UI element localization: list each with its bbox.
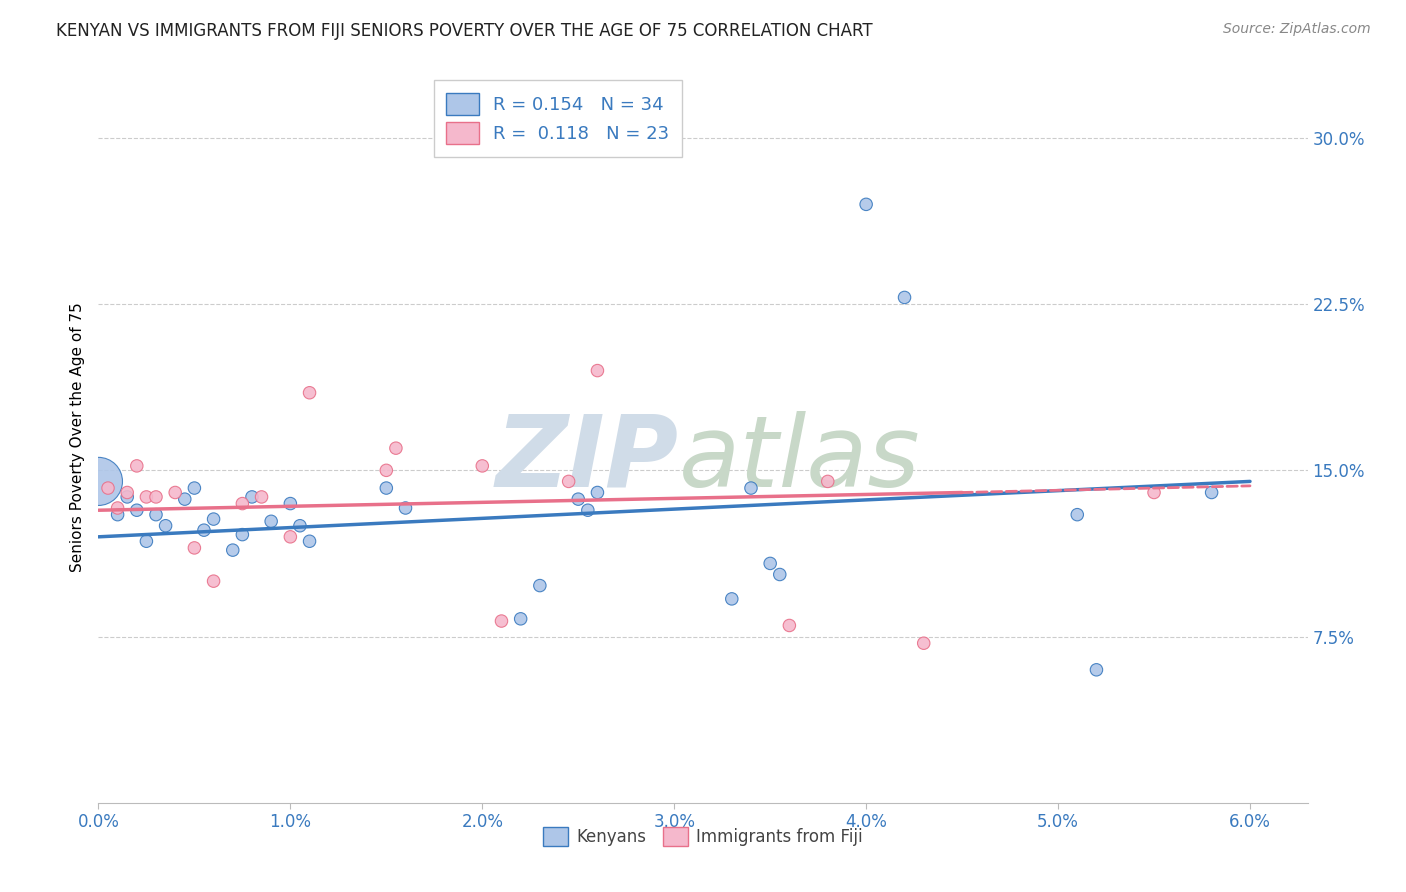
- Point: [288, 518, 311, 533]
- Legend: Kenyans, Immigrants from Fiji: Kenyans, Immigrants from Fiji: [536, 821, 870, 853]
- Point: [250, 490, 273, 504]
- Text: Source: ZipAtlas.com: Source: ZipAtlas.com: [1223, 22, 1371, 37]
- Point: [115, 490, 138, 504]
- Point: [778, 618, 800, 632]
- Point: [471, 458, 494, 473]
- Point: [576, 503, 599, 517]
- Point: [125, 458, 148, 473]
- Point: [135, 490, 157, 504]
- Point: [385, 441, 408, 455]
- Point: [280, 530, 302, 544]
- Point: [769, 567, 792, 582]
- Y-axis label: Seniors Poverty Over the Age of 75: Seniors Poverty Over the Age of 75: [69, 302, 84, 572]
- Point: [231, 527, 253, 541]
- Point: [375, 481, 398, 495]
- Point: [720, 591, 742, 606]
- Point: [193, 523, 215, 537]
- Point: [855, 197, 877, 211]
- Point: [115, 485, 138, 500]
- Point: [107, 508, 129, 522]
- Point: [586, 363, 609, 377]
- Point: [567, 492, 589, 507]
- Point: [509, 612, 531, 626]
- Point: [394, 501, 416, 516]
- Point: [155, 518, 177, 533]
- Point: [231, 497, 253, 511]
- Point: [145, 508, 167, 522]
- Point: [125, 503, 148, 517]
- Text: KENYAN VS IMMIGRANTS FROM FIJI SENIORS POVERTY OVER THE AGE OF 75 CORRELATION CH: KENYAN VS IMMIGRANTS FROM FIJI SENIORS P…: [56, 22, 873, 40]
- Point: [529, 578, 551, 592]
- Point: [1066, 508, 1088, 522]
- Text: ZIP: ZIP: [496, 410, 679, 508]
- Point: [1201, 485, 1223, 500]
- Point: [912, 636, 935, 650]
- Point: [165, 485, 187, 500]
- Point: [893, 290, 915, 304]
- Point: [173, 492, 195, 507]
- Point: [280, 497, 302, 511]
- Point: [759, 557, 782, 571]
- Point: [202, 512, 225, 526]
- Point: [183, 481, 205, 495]
- Point: [298, 385, 321, 400]
- Point: [222, 543, 245, 558]
- Point: [740, 481, 762, 495]
- Point: [298, 534, 321, 549]
- Point: [260, 514, 283, 528]
- Point: [135, 534, 157, 549]
- Point: [202, 574, 225, 589]
- Point: [145, 490, 167, 504]
- Point: [491, 614, 513, 628]
- Point: [183, 541, 205, 555]
- Point: [240, 490, 263, 504]
- Point: [586, 485, 609, 500]
- Point: [107, 501, 129, 516]
- Point: [1143, 485, 1166, 500]
- Point: [87, 475, 110, 489]
- Text: atlas: atlas: [679, 410, 921, 508]
- Point: [817, 475, 839, 489]
- Point: [1085, 663, 1108, 677]
- Point: [97, 481, 120, 495]
- Point: [557, 475, 579, 489]
- Point: [375, 463, 398, 477]
